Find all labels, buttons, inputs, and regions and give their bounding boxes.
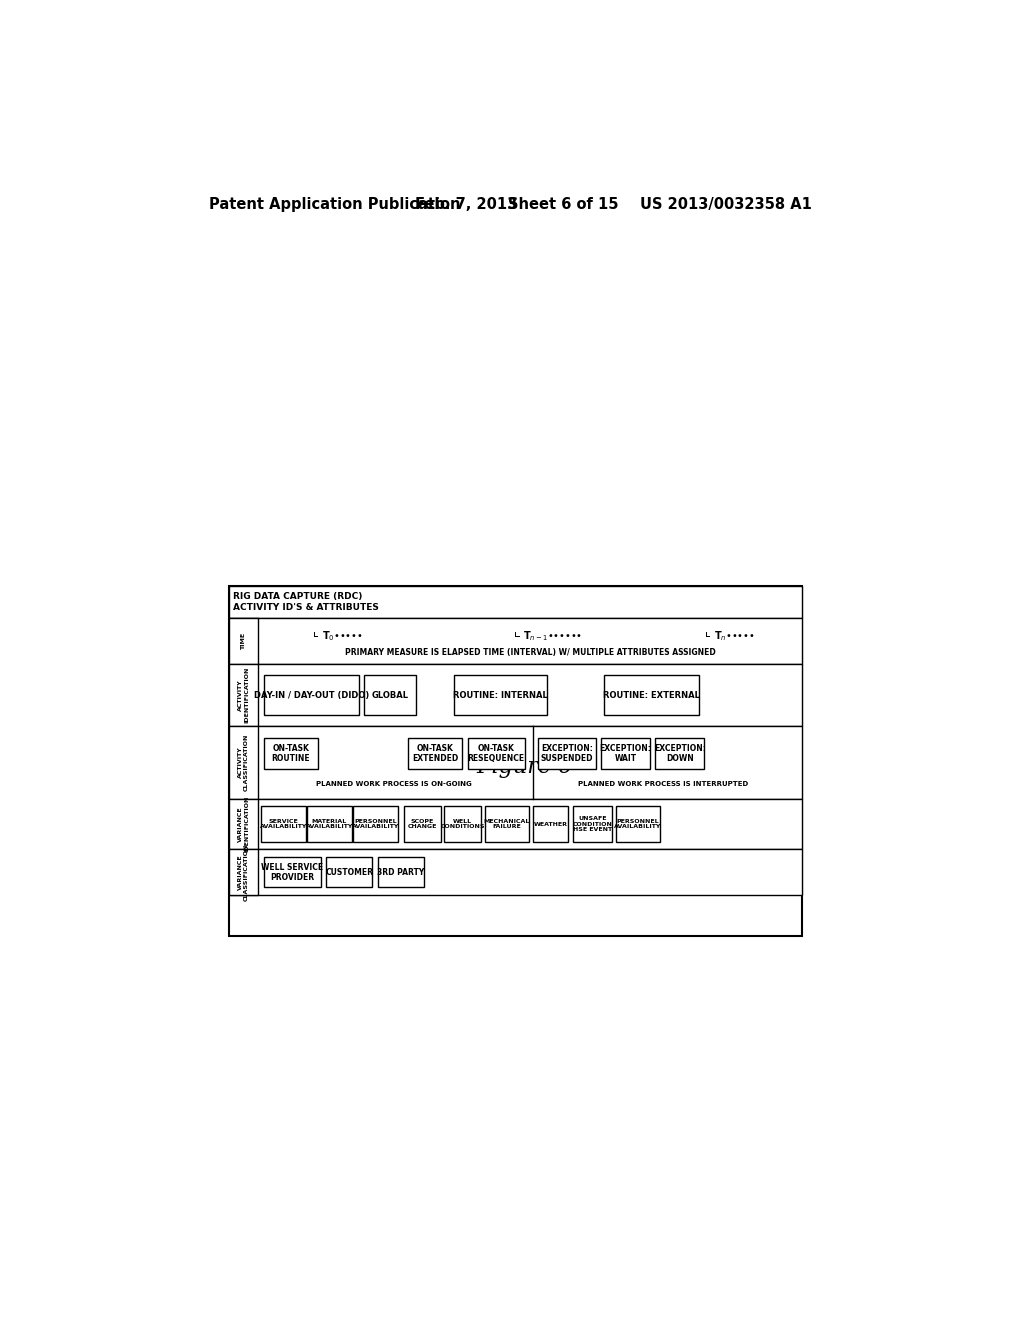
Circle shape	[700, 630, 712, 642]
Text: ACTIVITY
CLASSIFICATION: ACTIVITY CLASSIFICATION	[238, 734, 249, 791]
Bar	[228, 799, 802, 849]
Bar	[539, 738, 596, 770]
Text: VARIANCE
IDENTIFICATION: VARIANCE IDENTIFICATION	[238, 796, 249, 853]
Text: GLOBAL: GLOBAL	[372, 690, 409, 700]
Bar	[532, 807, 568, 842]
Text: Figure 6: Figure 6	[477, 755, 572, 777]
Bar	[468, 738, 524, 770]
Text: PRIMARY MEASURE IS ELAPSED TIME (INTERVAL) W/ MULTIPLE ATTRIBUTES ASSIGNED: PRIMARY MEASURE IS ELAPSED TIME (INTERVA…	[345, 648, 716, 657]
Bar	[327, 857, 373, 887]
Bar	[228, 799, 258, 849]
Bar	[228, 586, 802, 936]
Bar	[572, 807, 611, 842]
Text: US 2013/0032358 A1: US 2013/0032358 A1	[640, 197, 811, 213]
Bar	[353, 807, 398, 842]
Bar	[261, 807, 305, 842]
Text: VARIANCE
CLASSIFICATION: VARIANCE CLASSIFICATION	[238, 843, 249, 900]
Bar	[228, 618, 258, 664]
Bar	[228, 664, 258, 726]
Bar	[484, 807, 529, 842]
Text: WEATHER: WEATHER	[534, 821, 567, 826]
Text: Sheet 6 of 15: Sheet 6 of 15	[508, 197, 618, 213]
Bar	[228, 726, 258, 799]
Text: PLANNED WORK PROCESS IS INTERRUPTED: PLANNED WORK PROCESS IS INTERRUPTED	[579, 781, 749, 788]
Bar	[228, 664, 802, 726]
Text: T$_{n-1}$••••••: T$_{n-1}$••••••	[523, 628, 583, 643]
Text: ON-TASK
EXTENDED: ON-TASK EXTENDED	[412, 744, 458, 763]
Text: CUSTOMER: CUSTOMER	[326, 867, 374, 876]
Text: T$_{0}$•••••: T$_{0}$•••••	[322, 628, 362, 643]
Bar	[228, 618, 802, 664]
Text: RIG DATA CAPTURE (RDC): RIG DATA CAPTURE (RDC)	[232, 593, 362, 601]
Text: MATERIAL
AVAILABILITY: MATERIAL AVAILABILITY	[306, 818, 353, 829]
Bar	[454, 675, 547, 715]
Text: ROUTINE: INTERNAL: ROUTINE: INTERNAL	[453, 690, 548, 700]
Text: ROUTINE: EXTERNAL: ROUTINE: EXTERNAL	[603, 690, 699, 700]
Bar	[615, 807, 660, 842]
Bar	[263, 857, 321, 887]
Text: MECHANICAL
FAILURE: MECHANICAL FAILURE	[483, 818, 530, 829]
Text: PLANNED WORK PROCESS IS ON-GOING: PLANNED WORK PROCESS IS ON-GOING	[316, 781, 472, 788]
Text: T$_{n}$•••••: T$_{n}$•••••	[714, 628, 755, 643]
Bar	[655, 738, 705, 770]
Text: SERVICE
AVAILABILITY: SERVICE AVAILABILITY	[259, 818, 307, 829]
Bar	[228, 726, 802, 799]
Bar	[404, 807, 441, 842]
Bar	[378, 857, 424, 887]
Bar	[307, 807, 352, 842]
Bar	[228, 586, 802, 618]
Bar	[228, 849, 258, 895]
Text: ACTIVITY
IDENTIFICATION: ACTIVITY IDENTIFICATION	[238, 667, 249, 723]
Text: EXCEPTION:
DOWN: EXCEPTION: DOWN	[654, 744, 706, 763]
Text: EXCEPTION:
WAIT: EXCEPTION: WAIT	[599, 744, 651, 763]
Text: ACTIVITY ID'S & ATTRIBUTES: ACTIVITY ID'S & ATTRIBUTES	[232, 603, 379, 611]
Bar	[408, 738, 462, 770]
Text: WELL
CONDITIONS: WELL CONDITIONS	[440, 818, 485, 829]
Text: PERSONNEL
AVAILABILITY: PERSONNEL AVAILABILITY	[352, 818, 399, 829]
Bar	[444, 807, 481, 842]
Text: Patent Application Publication: Patent Application Publication	[209, 197, 461, 213]
Text: Feb. 7, 2013: Feb. 7, 2013	[415, 197, 517, 213]
Text: WELL SERVICE
PROVIDER: WELL SERVICE PROVIDER	[261, 863, 324, 882]
Bar	[604, 675, 699, 715]
Text: UNSAFE
CONDITION
HSE EVENT: UNSAFE CONDITION HSE EVENT	[572, 816, 612, 832]
Bar	[601, 738, 650, 770]
Bar	[263, 675, 358, 715]
Text: TIME: TIME	[241, 632, 246, 649]
Bar	[228, 849, 802, 895]
Text: 3RD PARTY: 3RD PARTY	[378, 867, 425, 876]
Bar	[263, 738, 318, 770]
Text: ON-TASK
RESEQUENCE: ON-TASK RESEQUENCE	[468, 744, 524, 763]
Circle shape	[510, 630, 521, 642]
Text: PERSONNEL
AVAILABILITY: PERSONNEL AVAILABILITY	[614, 818, 662, 829]
Text: EXCEPTION:
SUSPENDED: EXCEPTION: SUSPENDED	[541, 744, 593, 763]
Text: DAY-IN / DAY-OUT (DIDO): DAY-IN / DAY-OUT (DIDO)	[254, 690, 369, 700]
Text: ON-TASK
ROUTINE: ON-TASK ROUTINE	[271, 744, 310, 763]
Text: SCOPE
CHANGE: SCOPE CHANGE	[408, 818, 437, 829]
Bar	[365, 675, 416, 715]
Circle shape	[309, 630, 319, 642]
